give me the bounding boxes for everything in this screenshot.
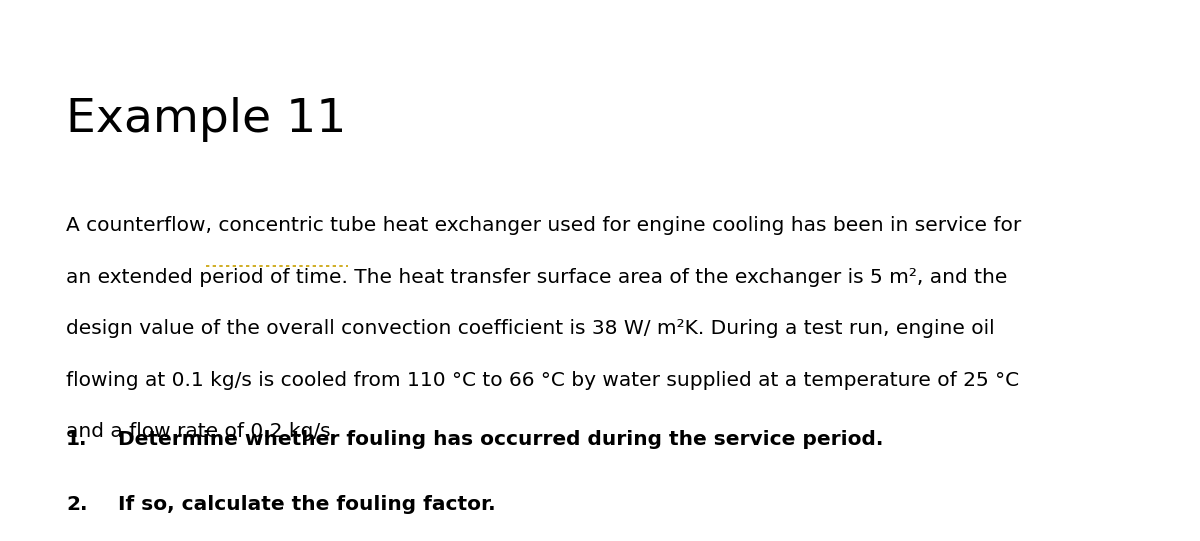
Text: If so, calculate the fouling factor.: If so, calculate the fouling factor.	[118, 495, 496, 514]
Text: 2.: 2.	[66, 495, 88, 514]
Text: flowing at 0.1 kg/s is cooled from 110 °C to 66 °C by water supplied at a temper: flowing at 0.1 kg/s is cooled from 110 °…	[66, 371, 1019, 390]
Text: Determine whether fouling has occurred during the service period.: Determine whether fouling has occurred d…	[118, 430, 883, 449]
Text: A counterflow, concentric tube heat exchanger used for engine cooling has been i: A counterflow, concentric tube heat exch…	[66, 216, 1021, 235]
Text: an extended period of time. The heat transfer surface area of the exchanger is 5: an extended period of time. The heat tra…	[66, 268, 1007, 287]
Text: Example 11: Example 11	[66, 97, 347, 142]
Text: design value of the overall convection coefficient is 38 W/ m²K. During a test r: design value of the overall convection c…	[66, 319, 995, 338]
Text: 1.: 1.	[66, 430, 88, 449]
Text: and a flow rate of 0.2 kg/s.: and a flow rate of 0.2 kg/s.	[66, 422, 337, 441]
